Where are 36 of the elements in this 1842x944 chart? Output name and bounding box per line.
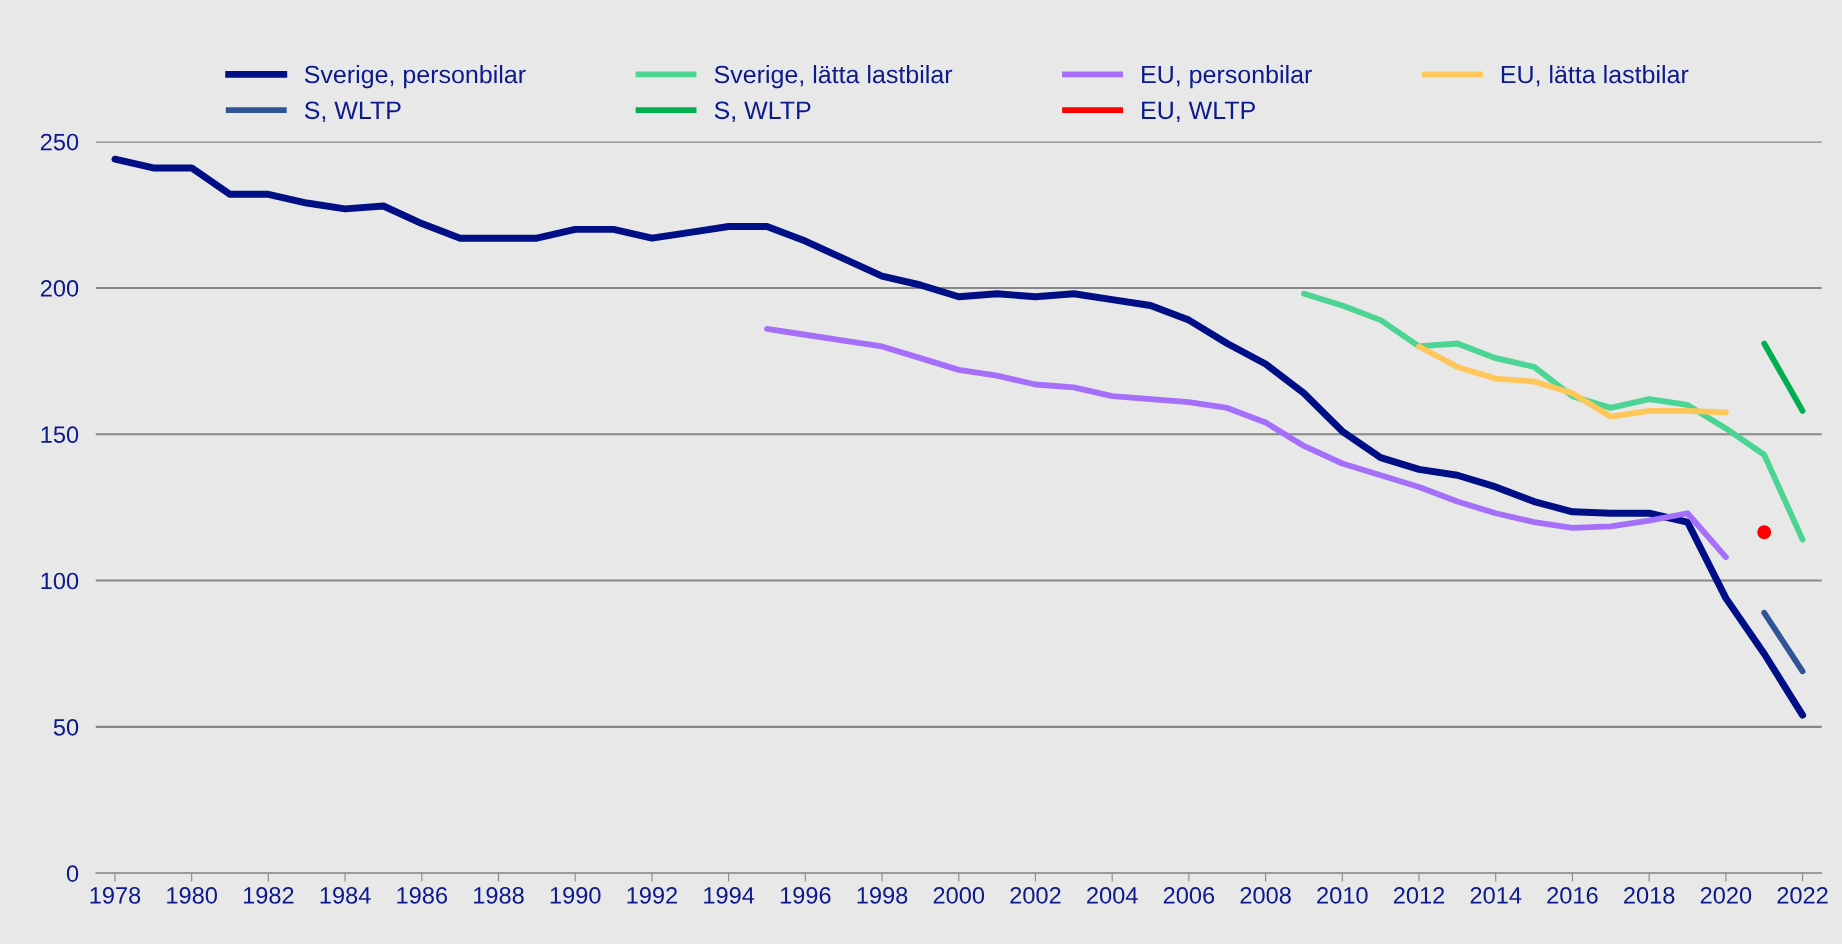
legend-label: EU, personbilar (1142, 64, 1312, 89)
x-tick-label: 1984 (320, 887, 371, 904)
x-tick-label: 2012 (1393, 887, 1445, 904)
x-tick-label: 1986 (397, 887, 448, 904)
x-tick-label: 2004 (1087, 887, 1138, 904)
x-tick-label: 2002 (1010, 887, 1061, 904)
legend-label: Sverige, lätta lastbilar (714, 64, 953, 89)
y-tick-label: 150 (41, 426, 79, 444)
x-tick-label: 1988 (474, 887, 524, 904)
x-tick-label: 2018 (1624, 887, 1675, 904)
x-tick-label: 1980 (167, 887, 218, 904)
x-tick-label: 2016 (1547, 887, 1598, 904)
x-tick-label: 1990 (550, 887, 601, 904)
y-tick-label: 200 (40, 279, 79, 297)
x-tick-label: 1992 (627, 887, 677, 904)
y-tick-label: 0 (66, 865, 79, 882)
legend-label: S, WLTP (714, 101, 811, 123)
x-tick-label: 2006 (1163, 887, 1215, 904)
y-tick-label: 50 (53, 718, 79, 736)
x-tick-label: 2020 (1700, 887, 1752, 904)
x-tick-label: 2000 (933, 887, 985, 904)
x-tick-label: 2008 (1240, 887, 1291, 904)
x-tick-label: 1998 (857, 887, 908, 904)
x-tick-label: 1978 (90, 887, 141, 904)
x-tick-label: 2010 (1317, 887, 1368, 904)
y-tick-label: 100 (41, 572, 79, 590)
legend-label: S, WLTP (304, 101, 401, 123)
legend-label: Sverige, personbilar (304, 64, 526, 89)
x-tick-label: 1982 (243, 887, 294, 904)
x-tick-label: 2014 (1470, 887, 1522, 904)
x-tick-label: 1994 (704, 887, 755, 904)
x-tick-label: 1996 (780, 887, 831, 904)
x-tick-label: 2022 (1777, 887, 1828, 904)
legend-label: EU, lätta lastbilar (1501, 64, 1689, 87)
legend-label: EU, WLTP (1142, 101, 1255, 123)
y-tick-label: 250 (40, 133, 79, 151)
